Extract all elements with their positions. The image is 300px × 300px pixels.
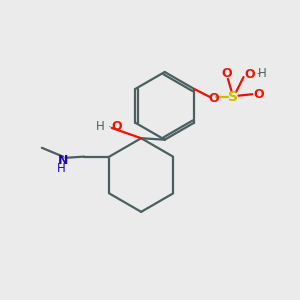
Text: O: O	[208, 92, 219, 104]
Text: -: -	[257, 69, 261, 79]
Text: ·: ·	[108, 122, 111, 132]
Text: S: S	[228, 90, 238, 104]
Text: H: H	[258, 67, 267, 80]
Text: O: O	[254, 88, 264, 101]
Text: O: O	[112, 120, 122, 133]
Text: N: N	[58, 154, 68, 167]
Text: O: O	[221, 67, 232, 80]
Text: H: H	[96, 120, 105, 133]
Text: H: H	[57, 162, 66, 175]
Text: O: O	[244, 68, 255, 81]
